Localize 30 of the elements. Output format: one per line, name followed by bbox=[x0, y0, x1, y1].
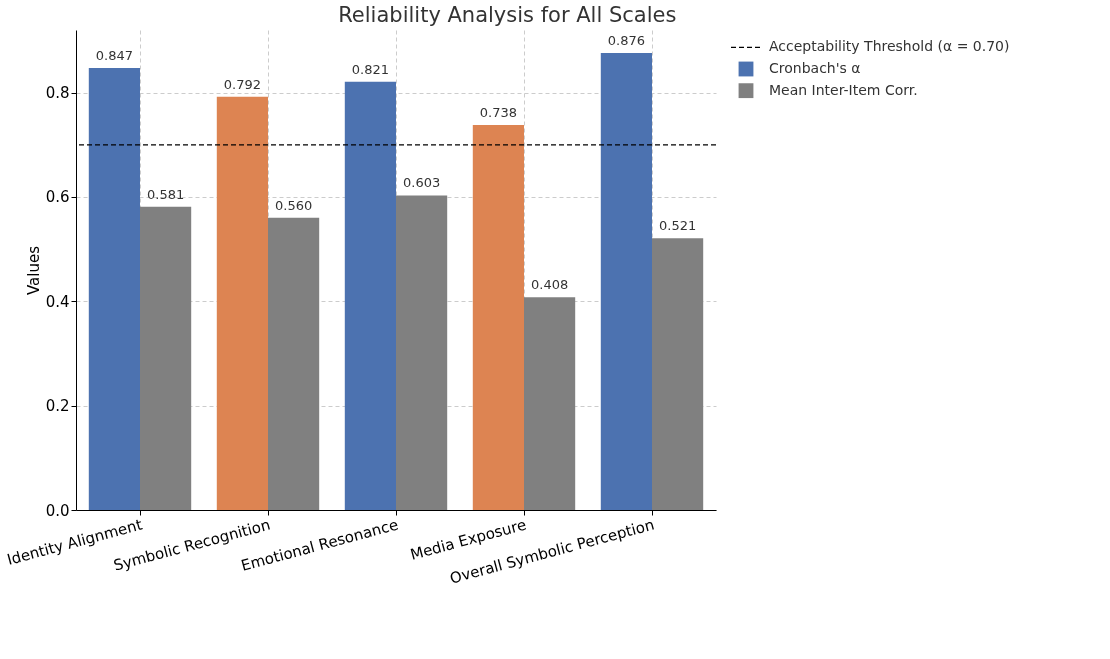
bar bbox=[524, 297, 576, 510]
data-label: 0.408 bbox=[530, 277, 569, 293]
bar bbox=[140, 206, 192, 510]
bar bbox=[268, 217, 320, 510]
bar bbox=[600, 52, 652, 510]
bar bbox=[216, 96, 268, 510]
chart-title: Reliability Analysis for All Scales bbox=[338, 3, 677, 27]
data-label: 0.821 bbox=[351, 61, 390, 77]
legend-label: Mean Inter-Item Corr. bbox=[769, 81, 918, 98]
data-label: 0.560 bbox=[274, 197, 313, 213]
data-label: 0.738 bbox=[479, 104, 518, 120]
bar bbox=[88, 68, 140, 510]
data-label: 0.521 bbox=[658, 218, 697, 234]
data-label: 0.847 bbox=[95, 48, 134, 64]
bar bbox=[344, 81, 396, 510]
y-tick-label: 0.0 bbox=[45, 501, 70, 520]
data-label: 0.876 bbox=[607, 32, 646, 48]
bar bbox=[472, 124, 524, 510]
bar bbox=[396, 195, 448, 510]
bar bbox=[652, 238, 704, 510]
legend-label: Cronbach's α bbox=[769, 60, 861, 76]
y-tick-label: 0.2 bbox=[45, 397, 70, 416]
legend-label: Acceptability Threshold (α = 0.70) bbox=[769, 38, 1010, 55]
y-tick-label: 0.6 bbox=[45, 188, 70, 207]
y-tick-label: 0.4 bbox=[45, 292, 70, 311]
y-tick-label: 0.8 bbox=[45, 84, 70, 103]
data-label: 0.792 bbox=[223, 76, 262, 92]
data-label: 0.581 bbox=[146, 186, 185, 202]
data-label: 0.603 bbox=[402, 175, 441, 191]
y-axis-title: Values bbox=[24, 245, 43, 296]
